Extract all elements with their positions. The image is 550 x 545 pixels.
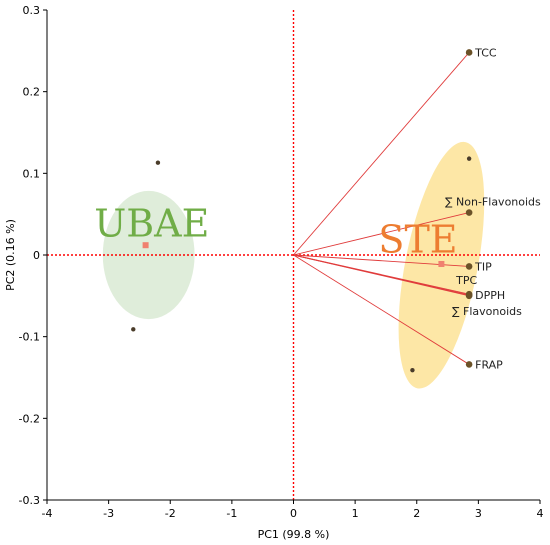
x-tick-label: -4 <box>42 507 53 520</box>
group-label-ste: STE <box>378 218 457 262</box>
loading-point <box>465 49 473 56</box>
y-axis-title: PC2 (0.16 %) <box>4 219 17 291</box>
x-tick-label: 0 <box>290 507 297 520</box>
group-centroid <box>142 242 149 249</box>
loading-line <box>293 212 470 256</box>
loading-line <box>293 254 470 365</box>
group-label-ubae: UBAE <box>94 201 209 245</box>
x-tick-label: 3 <box>475 507 482 520</box>
axes: -4 -3 -2 -1 0 1 2 3 4 -0.3 -0.2 -0.1 0 0.1 0.2 0.3 <box>19 4 544 520</box>
sample-point <box>410 367 415 373</box>
x-tick-label: -3 <box>103 507 114 520</box>
y-tick-label: -0.2 <box>19 412 40 425</box>
y-tick-label: 0.1 <box>23 167 41 180</box>
y-tick-label: 0 <box>33 249 40 262</box>
variable-label: DPPH <box>475 289 505 302</box>
loading-line <box>293 254 470 297</box>
y-tick-label: 0.3 <box>23 4 41 17</box>
x-tick-label: 1 <box>352 507 359 520</box>
x-tick-label: -2 <box>165 507 176 520</box>
group-labels: UBAE STE <box>94 201 457 261</box>
loading-line <box>293 52 470 256</box>
variable-label: TPC <box>455 274 477 287</box>
x-axis-title: PC1 (99.8 %) <box>258 528 330 541</box>
loading-point <box>465 361 473 368</box>
loading-point <box>465 209 473 216</box>
variable-label: TCC <box>474 46 497 59</box>
variable-label: FRAP <box>475 358 503 371</box>
sample-point <box>155 160 161 165</box>
data-points <box>131 49 473 373</box>
x-tick-label: -1 <box>226 507 237 520</box>
loading-point <box>465 263 473 270</box>
variable-label: TIP <box>474 260 492 273</box>
y-tick-label: -0.1 <box>19 331 40 344</box>
x-tick-label: 2 <box>413 507 420 520</box>
y-tick-label: 0.2 <box>23 86 41 99</box>
y-tick-label: -0.3 <box>19 494 40 507</box>
loading-point <box>465 292 473 300</box>
loading-vectors <box>293 52 470 365</box>
sample-point <box>131 327 136 332</box>
sample-point <box>466 156 472 161</box>
x-tick-label: 4 <box>537 507 544 520</box>
group-centroid <box>438 260 445 267</box>
variable-label: ∑ Flavonoids <box>452 305 522 318</box>
variable-label: ∑ Non-Flavonoids <box>445 196 541 209</box>
